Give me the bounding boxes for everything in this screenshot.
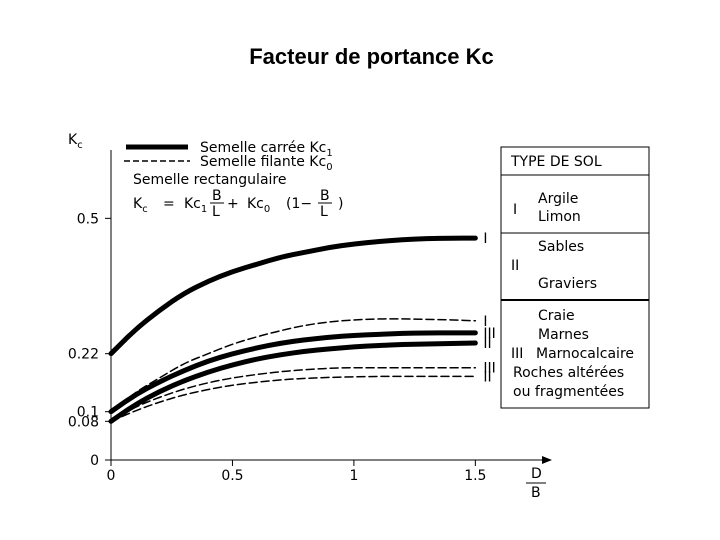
series-solid-III-line <box>108 330 478 415</box>
soil-roman-3: III <box>511 346 523 362</box>
x-axis-label-num: D <box>531 466 542 482</box>
series-solid-I-line <box>108 235 478 357</box>
formula-frac1-den: L <box>212 204 220 220</box>
end-label-2: III <box>483 326 495 342</box>
end-label-4: III <box>483 361 495 377</box>
y-tick-label-4: 0.5 <box>77 211 99 227</box>
x-tick-label-3: 1.5 <box>464 468 486 484</box>
formula-eq: = <box>163 196 175 212</box>
soil-row3-line5: ou fragmentées <box>513 384 624 400</box>
ticks: 0 0.080.1 0.22 0.5 0 0.5 1 1.5 <box>68 211 487 484</box>
soil-table-header: TYPE DE SOL <box>510 154 602 170</box>
x-tick-label-2: 1 <box>349 468 358 484</box>
legend-rect-title: Semelle rectangulaire <box>133 172 286 188</box>
y-axis-label: Kc <box>68 132 83 151</box>
soil-roman-1: I <box>513 202 517 218</box>
soil-row3-line2: Marnes <box>538 327 589 343</box>
formula-plus: + <box>227 196 239 212</box>
formula-term2: Kc0 <box>247 196 270 215</box>
formula-frac1-num: B <box>212 188 222 204</box>
y-tick-label-0: 0 <box>90 453 99 469</box>
formula-lhs: Kc <box>133 196 148 215</box>
soil-row3-line1: Craie <box>538 308 575 324</box>
series-group <box>108 235 478 424</box>
soil-table: TYPE DE SOL I Argile Limon II Sables Gra… <box>500 146 650 409</box>
formula-paren: (1− <box>286 196 312 212</box>
soil-roman-2: II <box>511 258 519 274</box>
x-axis-arrow <box>542 456 552 464</box>
soil-table-frame <box>500 146 650 409</box>
series-solid-II-line <box>108 340 478 424</box>
soil-row3-line3: Marnocalcaire <box>536 346 634 362</box>
soil-row2-line2: Graviers <box>538 276 597 292</box>
x-axis-label-den: B <box>531 485 541 501</box>
formula-term1: Kc1 <box>184 196 207 215</box>
end-label-0: I <box>483 231 487 247</box>
series-dashed-III-line <box>110 366 477 423</box>
soil-row1-line2: Limon <box>538 209 581 225</box>
formula-frac2-num: B <box>320 188 330 204</box>
x-tick-label-1: 0.5 <box>221 468 243 484</box>
x-tick-label-0: 0 <box>107 468 116 484</box>
y-tick-label-1: 0.08 <box>68 414 99 430</box>
series-dashed-I-line <box>110 318 477 413</box>
series-dashed-II-line <box>110 375 477 423</box>
legend-solid-label: Semelle carrée Kc1 <box>200 140 333 159</box>
end-label-1: I <box>483 314 487 330</box>
end-label-3: II <box>483 336 491 352</box>
legend: Semelle carrée Kc1 Semelle filante Kc0 S… <box>124 140 343 220</box>
soil-row2-line1: Sables <box>538 239 584 255</box>
soil-row1-line1: Argile <box>538 191 578 207</box>
legend-dashed-label: Semelle filante Kc0 <box>200 154 333 173</box>
end-label-5: II <box>483 369 491 385</box>
y-tick-label-3: 0.22 <box>68 347 99 363</box>
soil-row3-line4: Roches altérées <box>513 365 624 381</box>
formula-close: ) <box>338 196 343 212</box>
page-title: Facteur de portance Kc <box>249 44 494 69</box>
y-tick-label-2: 0.1 <box>77 405 99 421</box>
formula-frac2-den: L <box>320 204 328 220</box>
